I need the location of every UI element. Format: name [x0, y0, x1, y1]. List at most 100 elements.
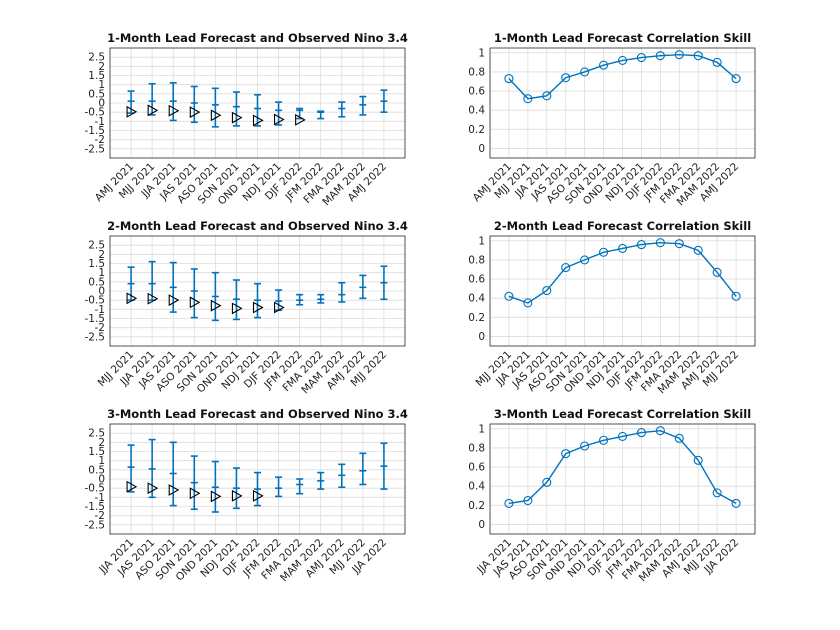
observed-marker: [126, 105, 138, 118]
observed-marker: [231, 302, 243, 315]
skill-point: [617, 55, 628, 65]
y-tick-label: -2: [95, 510, 105, 522]
skill-point: [542, 285, 552, 296]
skill-point: [693, 51, 703, 61]
observed-marker: [210, 109, 222, 122]
y-tick-label: 1.5: [88, 258, 105, 270]
skill-point: [599, 435, 609, 445]
y-tick-label: 0: [478, 331, 485, 343]
skill-point: [504, 291, 514, 301]
plot-frame: [489, 235, 756, 347]
y-tick-label: 0.4: [468, 481, 485, 493]
observed-marker: [147, 482, 159, 495]
skill-point: [561, 263, 571, 273]
y-tick-label: -1.5: [85, 125, 106, 137]
y-tick-label: 1: [98, 455, 105, 467]
plot-frame: [109, 47, 406, 159]
skill-point: [580, 67, 590, 77]
observed-marker: [252, 301, 264, 314]
panel-4: 2-Month Lead Forecast Correlation Skill 0…: [468, 219, 756, 396]
observed-marker: [231, 111, 243, 124]
y-tick-label: -1.5: [85, 501, 106, 513]
y-tick-label: 2: [98, 249, 105, 261]
observed-marker: [295, 113, 306, 126]
skill-point: [731, 74, 741, 84]
y-tick-label: -0.5: [85, 107, 106, 119]
skill-point: [580, 441, 590, 451]
y-tick-label: 0.5: [88, 88, 105, 100]
y-tick-label: -2.5: [85, 519, 106, 531]
y-tick-label: -2: [95, 134, 105, 146]
y-tick-label: 0.6: [468, 274, 485, 286]
skill-point: [693, 455, 703, 465]
y-tick-label: -2.5: [85, 143, 106, 155]
skill-line: [508, 53, 737, 100]
y-tick-label: 1: [478, 47, 485, 59]
observed-marker: [168, 104, 180, 117]
observed-marker: [210, 490, 222, 503]
y-tick-label: 1.5: [88, 70, 105, 82]
y-tick-label: 0.4: [468, 105, 485, 117]
y-tick-label: -1.5: [85, 313, 106, 325]
observed-marker: [168, 294, 180, 307]
y-tick-label: 0.2: [468, 124, 485, 136]
skill-point: [636, 53, 646, 63]
observed-marker: [189, 106, 201, 119]
observed-marker: [126, 480, 138, 493]
y-tick-label: -1: [95, 304, 105, 316]
y-tick-label: 1: [98, 79, 105, 91]
skill-point: [674, 50, 684, 60]
skill-point: [561, 73, 571, 83]
y-tick-label: 0: [478, 519, 485, 531]
plot-frame: [109, 423, 406, 535]
skill-point: [561, 449, 571, 459]
y-tick-label: 0.6: [468, 86, 485, 98]
panel-1: 1-Month Lead Forecast and Observed Nino …: [85, 31, 408, 208]
observed-marker: [252, 489, 264, 502]
skill-point: [617, 243, 628, 253]
observed-marker: [231, 489, 243, 502]
skill-point: [693, 245, 703, 255]
skill-point: [674, 239, 684, 249]
skill-line: [508, 429, 737, 505]
y-tick-label: 0: [478, 143, 485, 155]
skill-point: [504, 498, 514, 508]
observed-marker: [168, 484, 180, 496]
panel-title: 1-Month Lead Forecast Correlation Skill: [494, 31, 751, 45]
skill-point: [580, 255, 590, 265]
observed-marker: [189, 487, 201, 500]
y-tick-label: 2.5: [88, 52, 105, 64]
y-tick-label: -0.5: [85, 295, 106, 307]
y-tick-label: 0.8: [468, 254, 485, 266]
skill-point: [542, 91, 552, 101]
panel-title: 1-Month Lead Forecast and Observed Nino …: [107, 31, 408, 45]
y-tick-label: -2: [95, 322, 105, 334]
y-tick-label: 0: [98, 474, 105, 486]
y-tick-label: -1: [95, 116, 105, 128]
observed-marker: [147, 104, 159, 117]
panel-title: 3-Month Lead Forecast and Observed Nino …: [107, 407, 408, 421]
observed-marker: [274, 113, 285, 126]
skill-point: [504, 74, 514, 84]
y-tick-label: 0.5: [88, 464, 105, 476]
y-tick-label: 0.8: [468, 66, 485, 78]
y-tick-label: 1: [478, 423, 485, 435]
skill-point: [655, 238, 665, 248]
skill-point: [731, 498, 741, 508]
skill-point: [712, 488, 722, 498]
y-tick-label: 1: [98, 267, 105, 279]
y-tick-label: 0: [98, 98, 105, 110]
y-tick-label: 2.5: [88, 240, 105, 252]
plot-frame: [109, 235, 406, 347]
y-tick-label: 0.4: [468, 293, 485, 305]
skill-point: [636, 240, 646, 250]
plot-frame: [489, 47, 756, 159]
panel-title: 2-Month Lead Forecast and Observed Nino …: [107, 219, 408, 233]
y-tick-label: 0.6: [468, 462, 485, 474]
y-tick-label: -0.5: [85, 483, 106, 495]
panel-3: 2-Month Lead Forecast and Observed Nino …: [85, 219, 408, 396]
skill-line: [508, 241, 737, 304]
observed-marker: [147, 292, 159, 305]
skill-point: [599, 60, 609, 70]
